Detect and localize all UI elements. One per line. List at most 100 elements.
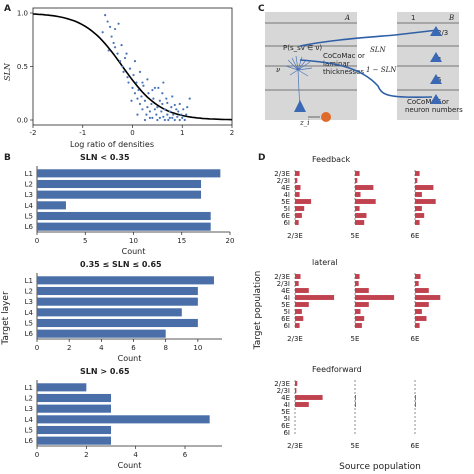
panel-d-ylabel: Target population bbox=[253, 271, 263, 351]
bar bbox=[295, 206, 305, 211]
scatter-point bbox=[171, 116, 174, 119]
bar bbox=[37, 436, 111, 445]
row-label: 6E bbox=[281, 422, 290, 430]
scatter-point bbox=[153, 108, 156, 111]
scatter-point bbox=[116, 52, 119, 55]
scatter-point bbox=[107, 49, 110, 52]
bar bbox=[295, 309, 302, 314]
scatter-point bbox=[178, 118, 181, 122]
bar bbox=[37, 190, 202, 199]
row-label: 6I bbox=[283, 219, 290, 227]
scatter-point bbox=[127, 81, 130, 84]
bar bbox=[355, 192, 361, 197]
x-tick-label: 1 bbox=[180, 129, 184, 137]
column-label: 6E bbox=[411, 335, 420, 343]
row-label: 6E bbox=[281, 315, 290, 323]
bar bbox=[37, 393, 111, 403]
layer-23-label: 2/3 bbox=[437, 29, 448, 37]
bar bbox=[295, 220, 299, 225]
row-label: 2/3E bbox=[274, 170, 290, 178]
scatter-point bbox=[138, 102, 142, 106]
column-label: 5E bbox=[351, 232, 360, 240]
row-label: 4E bbox=[281, 394, 290, 402]
sln-connection bbox=[299, 29, 439, 47]
bar bbox=[355, 213, 367, 218]
scatter-point bbox=[175, 108, 178, 111]
scatter-point bbox=[172, 113, 175, 116]
scatter-point bbox=[182, 108, 185, 111]
scatter-point bbox=[173, 118, 176, 122]
bar bbox=[37, 211, 211, 221]
subplot-title: SLN < 0.35 bbox=[80, 153, 130, 162]
category-label: L4 bbox=[25, 309, 34, 317]
bar bbox=[415, 302, 429, 307]
scatter-point bbox=[166, 113, 169, 116]
scatter-point bbox=[137, 88, 140, 92]
x-tick-label: 0 bbox=[35, 237, 39, 245]
pyramid-cell-b5-icon bbox=[430, 74, 442, 84]
scatter-point bbox=[106, 20, 109, 23]
scatter-point bbox=[166, 101, 169, 104]
x-tick-label: 0 bbox=[35, 451, 39, 459]
bar bbox=[295, 316, 304, 321]
x-tick-label: 2 bbox=[84, 451, 88, 459]
category-label: L2 bbox=[25, 395, 33, 403]
scatter-point bbox=[113, 46, 117, 49]
thicknesses-label: thicknesses bbox=[323, 68, 364, 76]
bar bbox=[355, 302, 369, 307]
probability-label: P(s_sv ∈ ν) bbox=[283, 44, 322, 52]
bar bbox=[415, 288, 429, 293]
bar bbox=[295, 295, 335, 300]
x-tick-label: 2 bbox=[230, 129, 234, 137]
scatter-point bbox=[163, 108, 166, 111]
pyramid-cell-b23-icon bbox=[430, 26, 442, 36]
x-tick-label: 0 bbox=[130, 129, 134, 137]
pyramid-cell-a-icon bbox=[294, 100, 306, 112]
scatter-point bbox=[161, 102, 164, 106]
x-tick-label: 4 bbox=[99, 344, 104, 352]
bar bbox=[415, 192, 422, 197]
bar bbox=[355, 316, 365, 321]
scatter-point bbox=[161, 92, 164, 95]
row-label: 4E bbox=[281, 287, 290, 295]
panel-label-d: D bbox=[258, 153, 265, 163]
row-label: 2/3E bbox=[274, 273, 290, 281]
x-tick-label: 20 bbox=[226, 237, 235, 245]
row-label: 4I bbox=[283, 401, 290, 409]
nu-label: ν bbox=[276, 66, 281, 74]
bar bbox=[415, 281, 419, 286]
bar bbox=[355, 274, 360, 279]
bar bbox=[355, 206, 360, 211]
bar bbox=[355, 402, 356, 407]
bar bbox=[415, 206, 422, 211]
bar bbox=[295, 288, 309, 293]
scatter-point bbox=[151, 88, 154, 92]
scatter-point bbox=[178, 102, 181, 106]
panel-label-a: A bbox=[4, 4, 11, 14]
bar bbox=[295, 395, 323, 400]
pyramid-cell-b6-icon bbox=[430, 94, 442, 104]
panel-a-xlabel: Log ratio of densities bbox=[70, 140, 154, 149]
scatter-point bbox=[128, 67, 132, 70]
bar bbox=[37, 297, 198, 306]
category-label: L2 bbox=[25, 288, 33, 296]
row-label: 4I bbox=[283, 191, 290, 199]
bar bbox=[295, 213, 302, 218]
row-label: 5I bbox=[283, 205, 290, 213]
category-label: L3 bbox=[25, 191, 33, 199]
scatter-point bbox=[143, 118, 147, 122]
bar bbox=[295, 323, 300, 328]
x-axis-label: Count bbox=[122, 247, 146, 256]
bar bbox=[415, 199, 436, 204]
scatter-point bbox=[143, 99, 147, 102]
bar bbox=[37, 276, 214, 285]
panel-c-diagram: A B 1 2/3 4 5 6 P(s_sv ∈ ν) CoCoMac or l… bbox=[265, 12, 463, 127]
dendrite-tuft bbox=[285, 55, 313, 113]
bar bbox=[37, 179, 202, 189]
scatter-point bbox=[133, 60, 137, 63]
area-b-label: B bbox=[448, 14, 454, 22]
row-label: 2/3I bbox=[277, 177, 290, 185]
scatter-point bbox=[104, 14, 107, 17]
scatter-point bbox=[140, 95, 143, 98]
